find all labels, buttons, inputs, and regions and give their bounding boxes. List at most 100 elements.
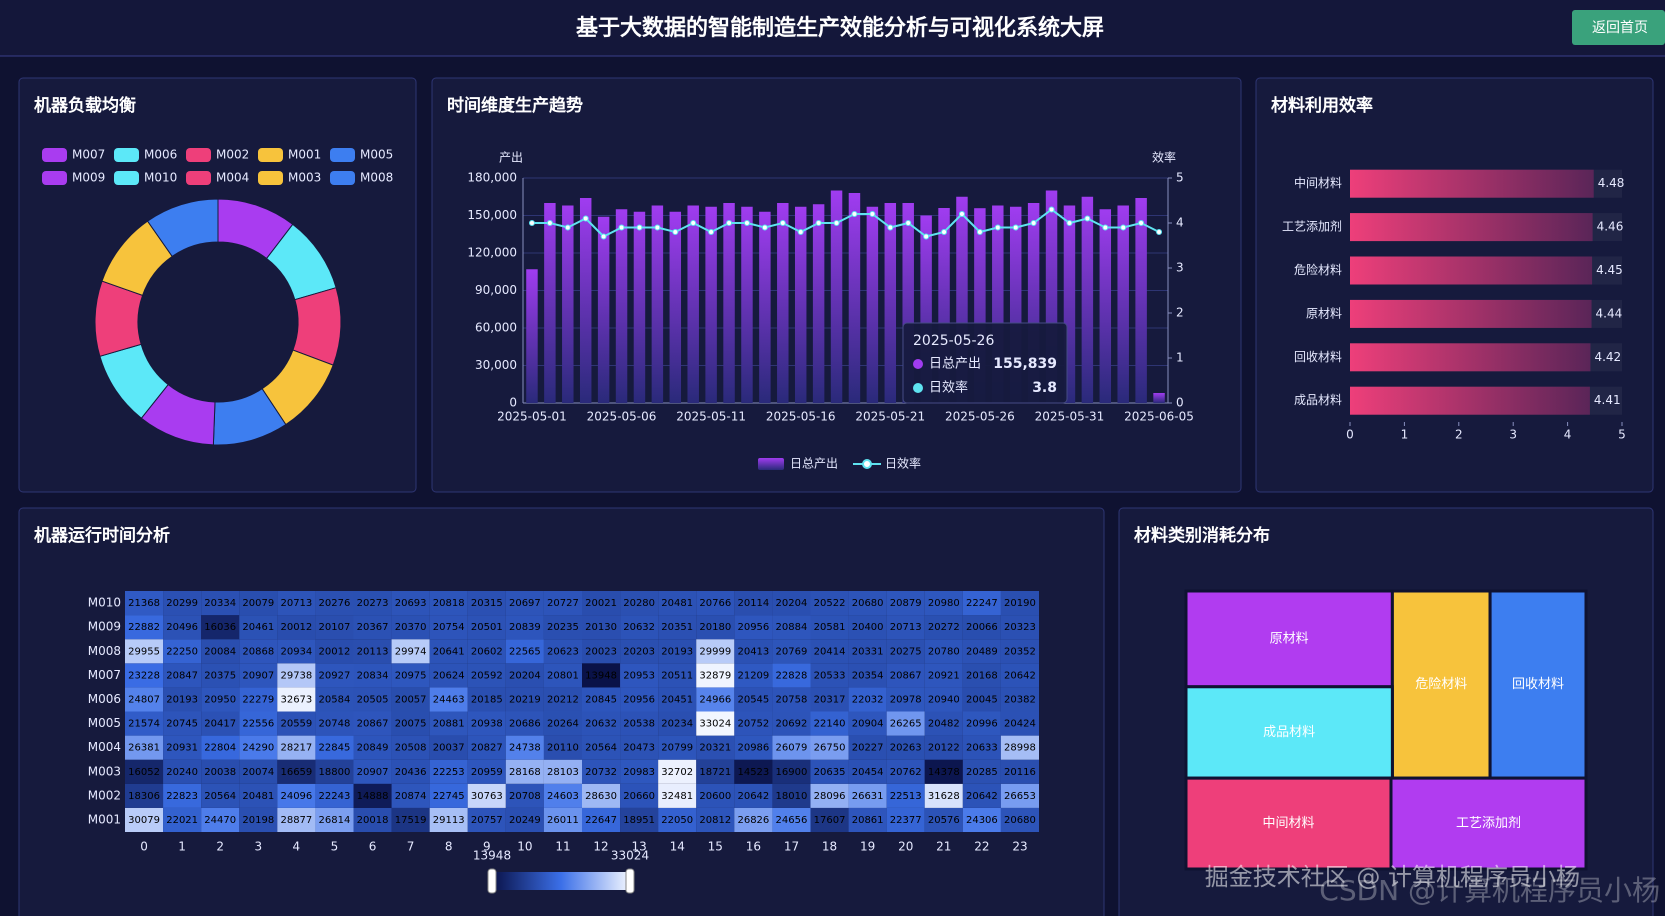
x-tick-label: 7 <box>407 840 415 854</box>
heat-cell <box>391 735 430 760</box>
heat-cell <box>658 807 697 832</box>
bar <box>669 211 682 403</box>
line-point <box>1102 224 1109 231</box>
cell-label: 28630 <box>585 791 617 802</box>
heat-cell <box>505 591 544 616</box>
heat-cell <box>315 663 354 688</box>
line-point <box>600 233 607 240</box>
page-title: 基于大数据的智能制造生产效能分析与可视化系统大屏 <box>576 15 1104 41</box>
bar <box>974 208 986 403</box>
cell-label: 20249 <box>509 815 541 826</box>
heat-cell <box>962 639 1001 664</box>
cell-label: 20107 <box>319 622 351 633</box>
heat-cell <box>429 639 468 664</box>
heat-cell <box>1000 591 1039 616</box>
cell-label: 20538 <box>623 719 655 730</box>
heat-cell <box>201 759 240 784</box>
heat-cell <box>962 759 1001 784</box>
x-tick-label: 17 <box>784 840 799 854</box>
back-button-label[interactable]: 返回首页 <box>1592 20 1648 36</box>
bar <box>615 209 628 403</box>
heat-cell <box>201 735 240 760</box>
heat-cell <box>810 783 849 808</box>
heat-cell <box>620 735 659 760</box>
bar <box>1135 198 1147 403</box>
back-button[interactable] <box>1572 10 1665 45</box>
heat-cell <box>1000 615 1039 640</box>
cell-label: 20692 <box>776 719 808 730</box>
cell-label: 26381 <box>128 743 160 754</box>
cell-label: 20686 <box>509 719 541 730</box>
x-tick-label: 2025-05-31 <box>1035 410 1105 424</box>
cell-label: 14888 <box>357 791 389 802</box>
heat-cell <box>125 687 164 712</box>
heat-cell <box>163 711 202 736</box>
cell-label: 20473 <box>623 743 655 754</box>
heat-cell <box>962 783 1001 808</box>
line-point <box>564 224 571 231</box>
bar <box>1153 393 1165 403</box>
cell-label: 20451 <box>661 694 693 705</box>
heat-cell <box>125 615 164 640</box>
cell-label: 20660 <box>623 791 655 802</box>
legend-swatch <box>330 148 355 162</box>
cell-label: 20272 <box>928 622 960 633</box>
line-point <box>1012 224 1019 231</box>
heat-cell <box>429 759 468 784</box>
cell-label: 29974 <box>395 646 427 657</box>
cell-label: 20354 <box>852 670 884 681</box>
bar <box>812 204 825 403</box>
cell-label: 26814 <box>319 815 351 826</box>
cell-label: 20021 <box>585 598 617 609</box>
line-point <box>869 211 876 217</box>
heat-cell <box>848 663 887 688</box>
heat-cell <box>696 687 735 712</box>
cell-label: 20321 <box>699 743 731 754</box>
x-tick-label: 2 <box>216 840 224 854</box>
heat-cell <box>924 735 963 760</box>
cell-label: 20489 <box>966 646 998 657</box>
heat-cell <box>201 711 240 736</box>
cell-label: 20956 <box>737 622 769 633</box>
cell-label: 20331 <box>852 646 884 657</box>
cell-label: 20375 <box>204 670 236 681</box>
heat-cell <box>582 735 621 760</box>
cell-label: 22140 <box>814 719 846 730</box>
watermark: 掘金技术社区 @ 计算机程序员小杨 <box>1205 863 1580 891</box>
heat-cell <box>924 663 963 688</box>
heat-cell <box>277 615 316 640</box>
cell-label: 20414 <box>814 646 846 657</box>
cell-label: 30079 <box>128 815 160 826</box>
heat-cell <box>1000 687 1039 712</box>
cell-label: 20581 <box>814 622 846 633</box>
heat-cell <box>467 687 506 712</box>
heat-cell <box>658 639 697 664</box>
cell-label: 20953 <box>623 670 655 681</box>
cell-label: 18010 <box>776 791 808 802</box>
cell-label: 20382 <box>1004 694 1036 705</box>
heat-cell <box>620 783 659 808</box>
legend-label: 日总产出 <box>790 457 838 471</box>
y-tick-label: M002 <box>88 788 121 802</box>
heat-cell <box>353 783 392 808</box>
cell-label: 18306 <box>128 791 160 802</box>
cell-label: 24656 <box>776 815 808 826</box>
tooltip <box>902 322 1068 404</box>
cell-label: 20417 <box>204 719 236 730</box>
heat-cell <box>962 663 1001 688</box>
heat-cell <box>924 759 963 784</box>
heat-cell <box>201 615 240 640</box>
tooltip-value: 3.8 <box>1032 380 1057 396</box>
heat-cell <box>962 591 1001 616</box>
heat-cell <box>1000 735 1039 760</box>
line-point <box>654 224 661 231</box>
heat-cell <box>582 807 621 832</box>
heat-cell <box>125 711 164 736</box>
line-point <box>672 229 679 235</box>
line-point <box>976 229 983 235</box>
heat-cell <box>277 663 316 688</box>
y-tick-label: 成品材料 <box>1294 393 1342 407</box>
heat-cell <box>239 759 278 784</box>
cell-label: 20012 <box>280 622 312 633</box>
bar <box>1117 205 1129 403</box>
